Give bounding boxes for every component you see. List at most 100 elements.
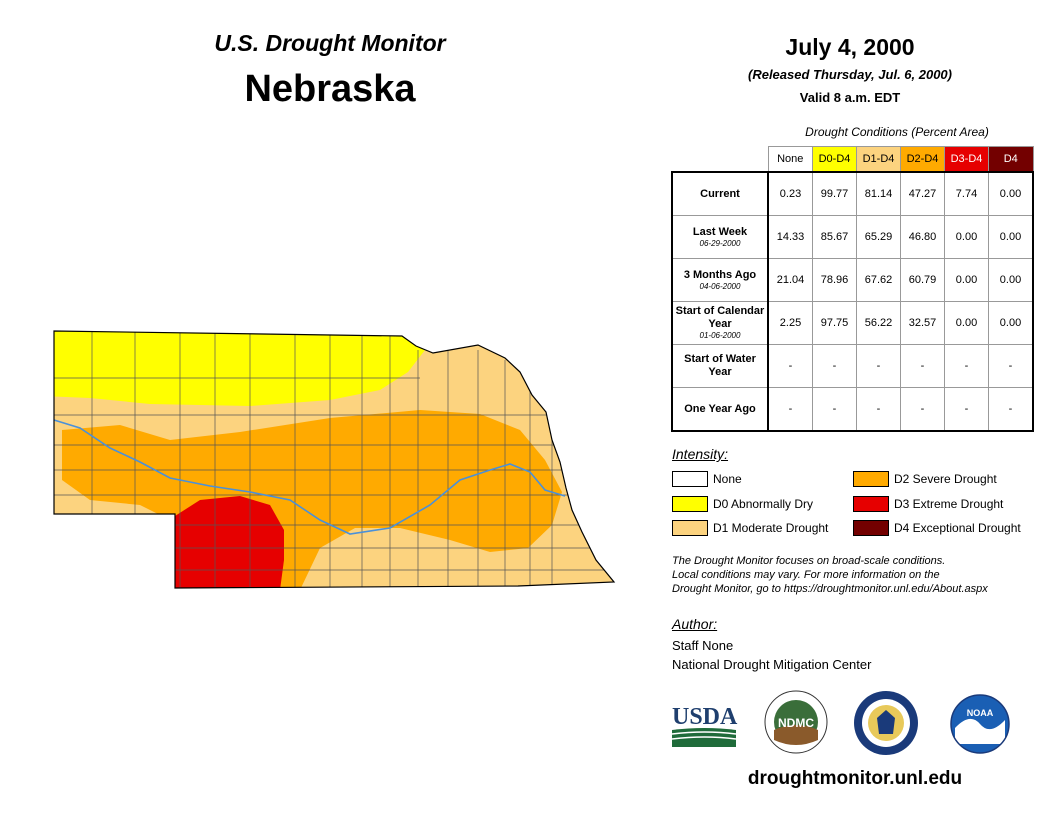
author-org: National Drought Mitigation Center <box>672 657 872 672</box>
table-row: Start of Water Year - - - - - - <box>671 344 1034 388</box>
legend-label: None <box>713 472 742 486</box>
table-cell: - <box>900 344 945 388</box>
table-cell: 47.27 <box>900 171 945 216</box>
legend-swatch <box>853 496 889 512</box>
table-cell: 99.77 <box>812 171 857 216</box>
author-name: Staff None <box>672 638 734 653</box>
table-corner <box>672 147 768 173</box>
table-cell: - <box>900 387 945 432</box>
table-cell: 0.00 <box>944 301 989 345</box>
table-cell: - <box>944 387 989 432</box>
noaa-logo-text: NOAA <box>967 708 994 718</box>
table-cell: - <box>944 344 989 388</box>
table-cell: 0.00 <box>988 258 1034 302</box>
column-header: D1-D4 <box>856 146 901 173</box>
table-cell: - <box>988 387 1034 432</box>
table-cell: - <box>812 387 857 432</box>
usda-logo-text: USDA <box>672 704 738 730</box>
legend-swatch <box>672 471 708 487</box>
usda-logo: USDA <box>672 704 738 747</box>
table-row: One Year Ago - - - - - - <box>671 387 1034 432</box>
table-row: Current 0.23 99.77 81.14 47.27 7.74 0.00 <box>671 171 1034 216</box>
table-cell: 67.62 <box>856 258 901 302</box>
row-label-text: One Year Ago <box>684 402 756 415</box>
column-header: D0-D4 <box>812 146 857 173</box>
table-cell: 7.74 <box>944 171 989 216</box>
table-cell: 85.67 <box>812 215 857 259</box>
legend-label: D2 Severe Drought <box>894 472 997 486</box>
legend-item: D4 Exceptional Drought <box>853 520 1021 536</box>
row-date: 01-06-2000 <box>699 331 741 340</box>
row-label: Start of Calendar Year 01-06-2000 <box>671 301 769 345</box>
row-label: One Year Ago <box>671 387 769 432</box>
table-cell: 0.23 <box>767 171 813 216</box>
table-cell: 0.00 <box>988 215 1034 259</box>
table-cell: 32.57 <box>900 301 945 345</box>
table-cell: - <box>856 387 901 432</box>
note-line-2: Local conditions may vary. For more info… <box>672 569 940 581</box>
table-cell: 81.14 <box>856 171 901 216</box>
row-label: 3 Months Ago 04-06-2000 <box>671 258 769 302</box>
legend-item: D0 Abnormally Dry <box>672 496 813 512</box>
table-cell: 14.33 <box>767 215 813 259</box>
column-header: D4 <box>988 146 1034 173</box>
nebraska-drought-map <box>53 330 616 589</box>
legend-swatch <box>672 496 708 512</box>
table-cell: 65.29 <box>856 215 901 259</box>
row-label-text: Start of Calendar Year <box>675 305 765 330</box>
row-label-text: Current <box>700 187 740 200</box>
legend-label: D1 Moderate Drought <box>713 521 829 535</box>
d3-region <box>175 496 284 588</box>
legend-item: D2 Severe Drought <box>853 471 997 487</box>
table-cell: - <box>767 387 813 432</box>
row-label: Start of Water Year <box>671 344 769 388</box>
noaa-logo: NOAA <box>950 694 1010 754</box>
author-title: Author: <box>672 616 718 632</box>
commerce-logo <box>854 691 918 755</box>
table-cell: - <box>856 344 901 388</box>
table-cell: 0.00 <box>988 171 1034 216</box>
table-cell: 0.00 <box>988 301 1034 345</box>
legend-label: D3 Extreme Drought <box>894 497 1004 511</box>
release-date: (Released Thursday, Jul. 6, 2000) <box>748 67 952 82</box>
table-row: 3 Months Ago 04-06-2000 21.04 78.96 67.62 60.… <box>671 258 1034 302</box>
table-cell: - <box>812 344 857 388</box>
note-line-3[interactable]: Drought Monitor, go to https://droughtmo… <box>672 583 988 595</box>
column-header: None <box>767 146 813 173</box>
map-subtitle: U.S. Drought Monitor <box>214 30 446 56</box>
row-label-text: Start of Water Year <box>684 353 756 378</box>
legend-label: D4 Exceptional Drought <box>894 521 1021 535</box>
footer-url[interactable]: droughtmonitor.unl.edu <box>747 768 963 789</box>
column-header: D3-D4 <box>944 146 989 173</box>
note-line-1: The Drought Monitor focuses on broad-sca… <box>672 555 946 567</box>
table-cell: - <box>988 344 1034 388</box>
valid-time: Valid 8 a.m. EDT <box>799 90 901 105</box>
row-label: Last Week 06-29-2000 <box>671 215 769 259</box>
d0-region <box>54 331 425 406</box>
table-row: Last Week 06-29-2000 14.33 85.67 65.29 46.80 0… <box>671 215 1034 259</box>
disclaimer-note: The Drought Monitor focuses on broad-sca… <box>672 554 1042 596</box>
legend-title: Intensity: <box>672 446 729 462</box>
legend-swatch <box>853 520 889 536</box>
table-caption: Drought Conditions (Percent Area) <box>805 125 989 139</box>
row-date: 06-29-2000 <box>699 238 741 248</box>
table-cell: 97.75 <box>812 301 857 345</box>
column-header: D2-D4 <box>900 146 945 173</box>
row-label-text: 3 Months Ago <box>683 268 757 281</box>
table-cell: 78.96 <box>812 258 857 302</box>
table-cell: 2.25 <box>767 301 813 345</box>
state-outline <box>53 330 616 589</box>
state-title: Nebraska <box>244 68 416 110</box>
table-cell: 0.00 <box>944 215 989 259</box>
map-date: July 4, 2000 <box>785 34 915 60</box>
row-label: Current <box>671 171 769 216</box>
legend-label: D0 Abnormally Dry <box>713 497 814 511</box>
table-cell: 56.22 <box>856 301 901 345</box>
legend-swatch <box>672 520 708 536</box>
platte-river <box>53 419 566 535</box>
table-cell: - <box>767 344 813 388</box>
legend-item: D1 Moderate Drought <box>672 520 828 536</box>
table-cell: 46.80 <box>900 215 945 259</box>
table-cell: 60.79 <box>900 258 945 302</box>
ndmc-logo-text: NDMC <box>778 716 814 730</box>
